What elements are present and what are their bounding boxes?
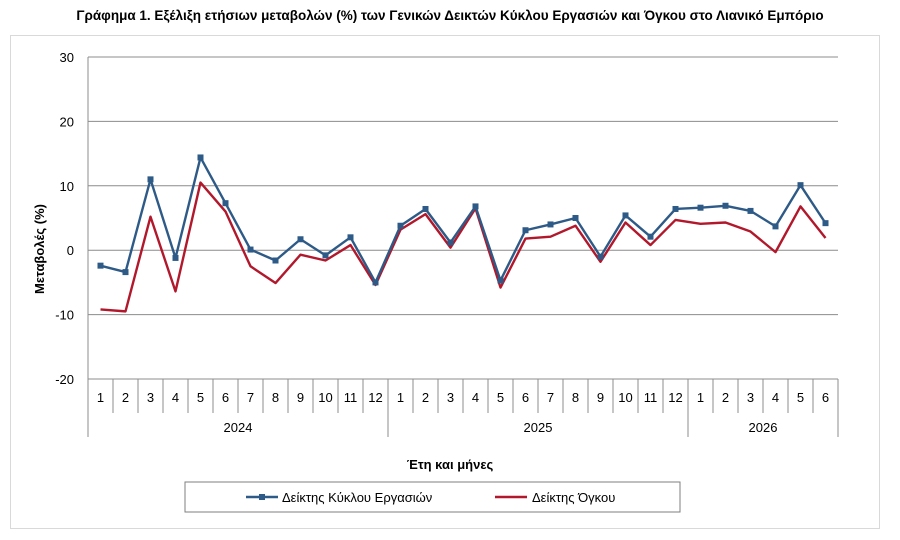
data-point — [547, 221, 554, 228]
x-tick-label: 2 — [122, 390, 129, 405]
x-tick-label: 6 — [522, 390, 529, 405]
data-point — [572, 215, 579, 221]
x-tick-label: 10 — [318, 390, 332, 405]
data-point — [747, 207, 754, 214]
y-tick-label: 30 — [60, 50, 74, 65]
data-point — [472, 203, 479, 210]
x-tick-label: 6 — [222, 390, 229, 405]
x-tick-label: 8 — [272, 390, 279, 405]
y-axis-title: Μεταβολές (%) — [32, 204, 47, 294]
x-tick-label: 5 — [197, 390, 204, 405]
legend: Δείκτης Κύκλου Εργασιών Δείκτης Όγκου — [184, 481, 681, 513]
data-point — [272, 257, 279, 264]
x-axis: 1 2 3 4 5 6 7 8 9 10 11 12 1 2 3 4 5 6 7 8 9 10 11 12 1 2 3 4 5 62024… — [87, 378, 839, 437]
x-tick-label: 1 — [697, 390, 704, 405]
x-tick-label: 3 — [447, 390, 454, 405]
data-point — [247, 246, 254, 253]
x-tick-label: 5 — [497, 390, 504, 405]
data-point — [372, 279, 379, 286]
chart-title: Γράφημα 1. Εξέλιξη ετήσιων μεταβολών (%)… — [76, 8, 824, 23]
data-point — [422, 205, 429, 212]
data-point — [397, 222, 404, 229]
data-point — [97, 262, 104, 269]
data-point — [722, 202, 729, 209]
x-tick-label: 4 — [472, 390, 479, 405]
legend-marker — [259, 494, 265, 500]
series-lines — [97, 154, 829, 313]
y-tick-label: -10 — [55, 308, 74, 323]
x-tick-label: 4 — [772, 390, 779, 405]
data-point — [822, 220, 829, 227]
data-point — [597, 253, 604, 260]
x-tick-label: 6 — [822, 390, 829, 405]
x-tick-label: 9 — [297, 390, 304, 405]
data-point — [797, 182, 804, 189]
data-point — [147, 176, 154, 183]
data-point — [622, 212, 629, 219]
data-point — [447, 239, 454, 246]
data-point — [522, 227, 529, 234]
data-point — [697, 204, 704, 211]
x-tick-label: 12 — [368, 390, 382, 405]
x-tick-label: 11 — [344, 390, 358, 405]
gridlines — [88, 56, 838, 380]
x-tick-label: 2 — [422, 390, 429, 405]
x-tick-label: 7 — [247, 390, 254, 405]
data-point — [222, 200, 229, 207]
chart-frame — [10, 35, 880, 529]
x-tick-label: 3 — [747, 390, 754, 405]
x-axis-title: Έτη και μήνες — [407, 457, 494, 472]
y-axis-ticks: -20 -10 0 10 20 30 — [55, 50, 74, 387]
year-label: 2024 — [224, 420, 253, 435]
x-tick-label: 10 — [618, 390, 632, 405]
data-point — [647, 233, 654, 240]
x-tick-label: 7 — [547, 390, 554, 405]
x-tick-label: 8 — [572, 390, 579, 405]
year-label: 2025 — [524, 420, 553, 435]
x-tick-label: 1 — [97, 390, 104, 405]
legend-label: Δείκτης Όγκου — [532, 490, 615, 505]
x-tick-label: 12 — [668, 390, 682, 405]
series-line — [100, 156, 827, 284]
data-point — [347, 234, 354, 241]
legend-label: Δείκτης Κύκλου Εργασιών — [282, 490, 432, 505]
x-tick-label: 1 — [397, 390, 404, 405]
y-tick-label: 10 — [60, 179, 74, 194]
data-point — [297, 236, 304, 243]
x-tick-label: 9 — [597, 390, 604, 405]
x-tick-label: 4 — [172, 390, 179, 405]
y-tick-label: 20 — [60, 114, 74, 129]
series-line — [100, 181, 827, 313]
x-tick-label: 2 — [722, 390, 729, 405]
data-point — [197, 154, 204, 161]
data-point — [497, 277, 504, 284]
x-tick-label: 11 — [644, 390, 658, 405]
x-tick-label: 5 — [797, 390, 804, 405]
data-point — [122, 269, 129, 276]
y-tick-label: -20 — [55, 372, 74, 387]
data-point — [172, 254, 179, 261]
data-point — [772, 223, 779, 230]
y-tick-label: 0 — [67, 243, 74, 258]
data-point — [322, 252, 329, 259]
x-tick-label: 3 — [147, 390, 154, 405]
data-point — [672, 205, 679, 212]
year-label: 2026 — [749, 420, 778, 435]
